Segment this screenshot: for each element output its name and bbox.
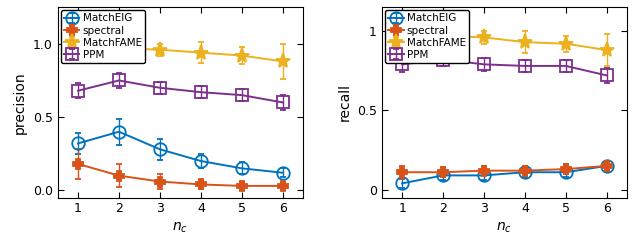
Y-axis label: recall: recall (337, 83, 351, 121)
X-axis label: $n_c$: $n_c$ (172, 221, 188, 235)
Y-axis label: precision: precision (13, 71, 27, 134)
Legend: MatchEIG, spectral, MatchFAME, PPM: MatchEIG, spectral, MatchFAME, PPM (61, 10, 145, 63)
X-axis label: $n_c$: $n_c$ (497, 221, 513, 235)
Legend: MatchEIG, spectral, MatchFAME, PPM: MatchEIG, spectral, MatchFAME, PPM (385, 10, 469, 63)
